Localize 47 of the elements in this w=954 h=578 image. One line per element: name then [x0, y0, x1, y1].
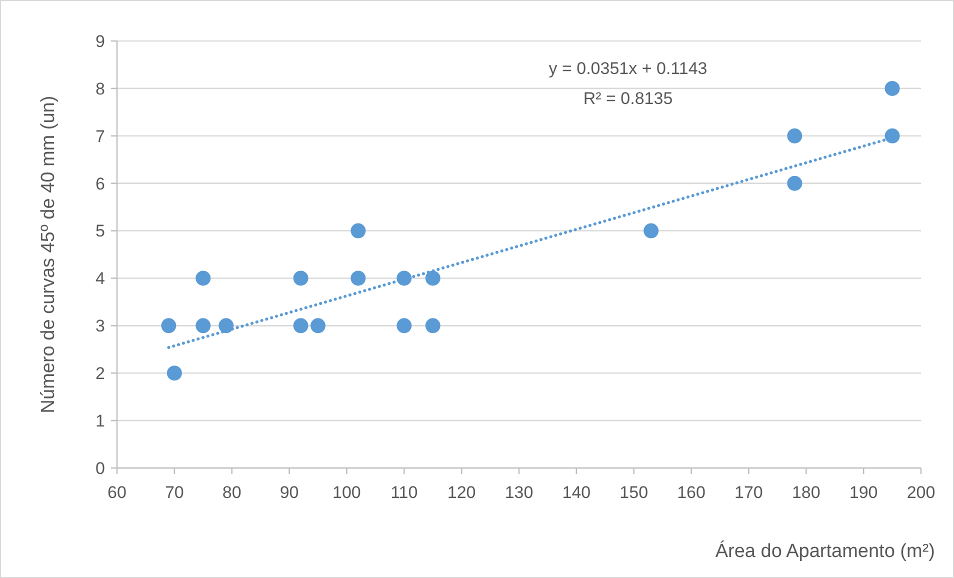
- point: [350, 270, 366, 286]
- x-tick-label: 70: [164, 483, 184, 502]
- point: [787, 128, 802, 144]
- point: [218, 318, 234, 334]
- point: [196, 270, 211, 286]
- y-tick-label: 6: [96, 174, 105, 194]
- x-tick-label: 120: [447, 483, 476, 502]
- x-tick-label: 140: [562, 483, 591, 502]
- point: [884, 80, 900, 96]
- y-tick-label: 0: [96, 458, 105, 478]
- y-tick-label: 9: [96, 32, 105, 51]
- y-tick-label: 4: [96, 269, 105, 288]
- point: [166, 366, 182, 381]
- y-axis-title: Número de curvas 45º de 40 mm (un): [38, 96, 59, 414]
- x-axis-title: Área do Apartamento (m²): [715, 540, 935, 562]
- point: [196, 318, 211, 334]
- point: [396, 318, 412, 334]
- x-tick-label: 150: [620, 483, 648, 502]
- point: [644, 223, 659, 238]
- x-tick-label: 180: [792, 483, 820, 502]
- x-tick-label: 190: [849, 483, 878, 502]
- y-tick-label: 3: [96, 316, 105, 336]
- point: [425, 318, 440, 334]
- x-tick-label: 100: [332, 483, 361, 502]
- x-tick-label: 80: [222, 483, 242, 502]
- x-tick-label: 130: [504, 483, 534, 502]
- point: [884, 128, 900, 144]
- x-tick-label: 200: [906, 483, 936, 502]
- point: [161, 318, 176, 334]
- y-tick-label: 5: [96, 222, 105, 241]
- point: [425, 270, 440, 286]
- y-tick-label: 2: [96, 364, 105, 384]
- x-tick-label: 160: [677, 483, 706, 502]
- point: [310, 318, 326, 334]
- point: [293, 318, 308, 334]
- x-tick-label: 60: [108, 483, 126, 502]
- annotation: R² = 0.8135: [583, 89, 673, 108]
- y-tick-label: 1: [96, 412, 105, 431]
- point: [293, 270, 308, 286]
- annotation: y = 0.0351x + 0.1143: [548, 59, 708, 78]
- x-tick-label: 110: [390, 483, 418, 502]
- y-tick-label: 7: [96, 126, 105, 146]
- y-tick-label: 8: [96, 79, 105, 98]
- x-tick-label: 90: [280, 483, 299, 502]
- point: [787, 176, 802, 191]
- point: [350, 223, 366, 238]
- x-tick-label: 170: [734, 483, 763, 502]
